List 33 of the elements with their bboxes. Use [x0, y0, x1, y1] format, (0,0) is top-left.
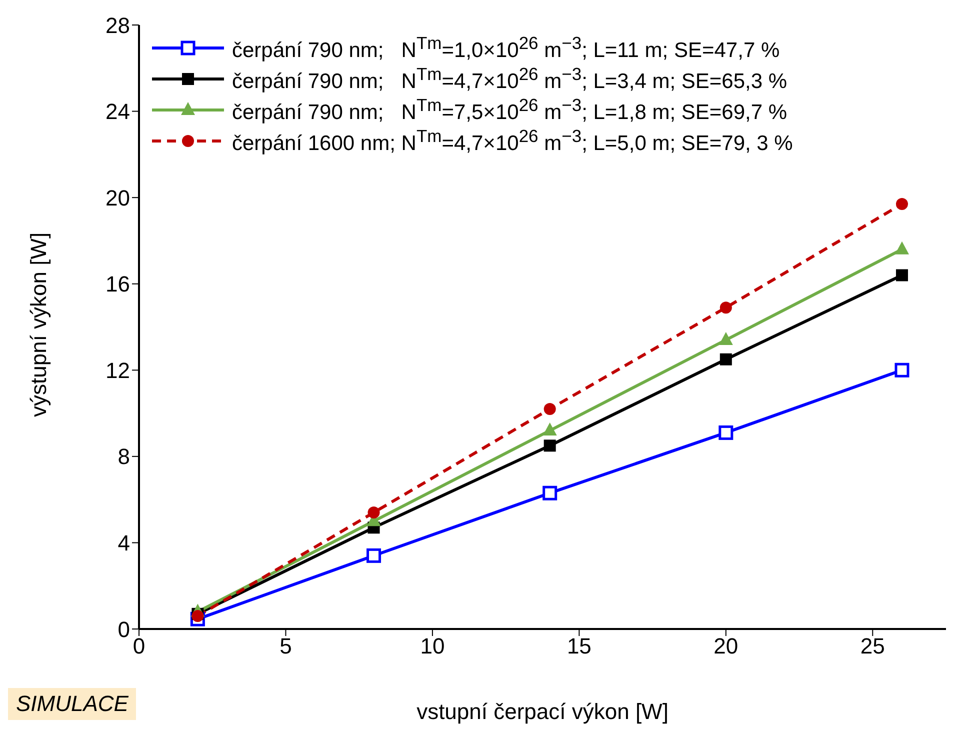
point	[192, 610, 204, 622]
y-tick-label: 0	[118, 616, 130, 642]
legend-label: čerpání 790 nm; N$^{Tm}$=1,0×10$^{26}$ m$^{−3}$; L=11 m; SE=47,7 %	[232, 32, 780, 62]
point	[542, 486, 558, 500]
point	[366, 548, 382, 563]
text: SIMULACE	[8, 688, 136, 720]
point	[368, 506, 380, 519]
x-tick-label: 20	[714, 634, 738, 659]
y-tick-label: 4	[118, 530, 130, 556]
point	[544, 402, 556, 415]
point	[720, 302, 732, 314]
y-tick-label: 8	[118, 444, 130, 470]
legend-label: čerpání 790 nm; N$^{Tm}$=4,7×10$^{26}$ m$^{−3}$; L=3,4 m; SE=65,3 %	[232, 64, 788, 94]
y-tick-label: 16	[106, 272, 130, 297]
x-tick-label: 25	[860, 634, 885, 659]
y-axis-title: výstupní výkon [W]	[26, 232, 51, 417]
legend-label: čerpání 1600 nm; N$^{Tm}$=4,7×10$^{26}$ m$^{−3}$; L=5,0 m; SE=79, 3 %	[232, 126, 793, 156]
legend-label: čerpání 790 nm; N$^{Tm}$=7,5×10$^{26}$ m$^{−3}$; L=1,8 m; SE=69,7 %	[232, 94, 788, 124]
point	[544, 440, 556, 452]
x-tick-label: 5	[280, 634, 292, 659]
point	[894, 362, 910, 378]
y-tick-label: 24	[106, 99, 130, 124]
point	[542, 422, 557, 436]
x-axis-title: vstupní čerpací výkon [W]	[416, 699, 668, 724]
point	[718, 425, 734, 440]
x-tick-label: 10	[420, 634, 445, 659]
point	[720, 353, 732, 366]
point	[896, 269, 908, 282]
point	[896, 198, 908, 210]
y-tick-label: 12	[106, 358, 130, 383]
y-tick-label: 20	[106, 185, 130, 210]
y-tick-label: 28	[106, 12, 130, 38]
x-tick-label: 15	[566, 634, 592, 659]
